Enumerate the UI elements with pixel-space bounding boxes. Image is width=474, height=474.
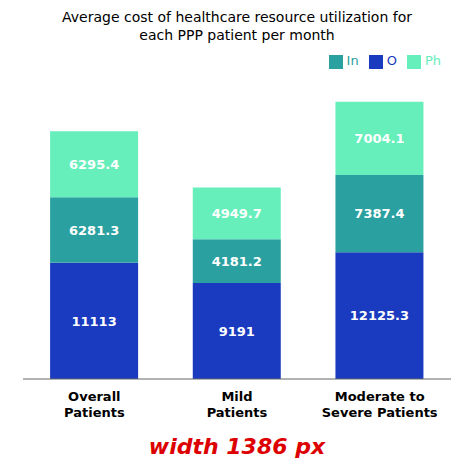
html-text:In: In xyxy=(346,53,359,68)
svg-text:11113: 11113 xyxy=(71,314,116,329)
svg-text:12125.3: 12125.3 xyxy=(350,308,409,323)
html-text:width 1386 px: width 1386 px xyxy=(148,434,326,459)
svg-text:Moderate toSevere Patients: Moderate toSevere Patients xyxy=(322,389,438,420)
svg-text:MildPatients: MildPatients xyxy=(207,389,268,420)
svg-text:4949.7: 4949.7 xyxy=(212,206,262,221)
svg-text:7004.1: 7004.1 xyxy=(354,131,404,146)
svg-text:OverallPatients: OverallPatients xyxy=(64,389,125,420)
svg-text:6281.3: 6281.3 xyxy=(69,223,119,238)
svg-text:7387.4: 7387.4 xyxy=(354,206,404,221)
html-text:O: O xyxy=(386,53,397,68)
svg-text:6295.4: 6295.4 xyxy=(69,157,119,172)
html-text:Average cost of healthcare res: Average cost of healthcare resource util… xyxy=(62,9,412,43)
html-text:Ph: Ph xyxy=(424,53,441,68)
svg-text:4181.2: 4181.2 xyxy=(212,254,262,269)
svg-text:9191: 9191 xyxy=(219,324,255,339)
